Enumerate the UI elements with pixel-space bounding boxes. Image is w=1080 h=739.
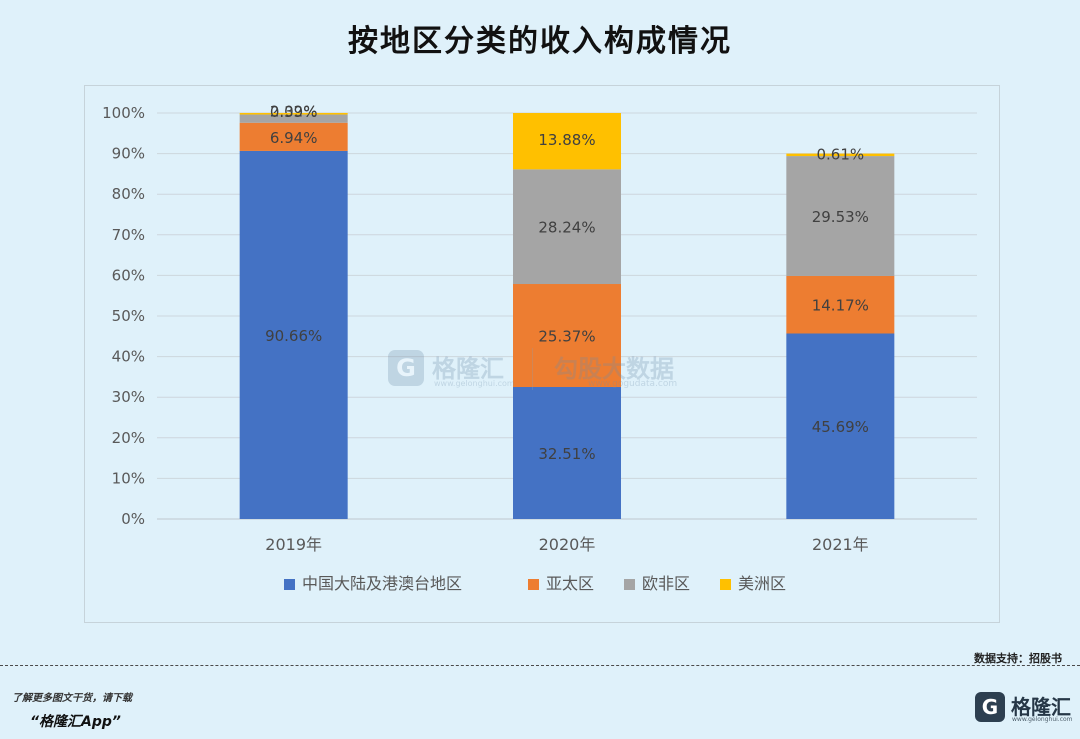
bar-segment	[239, 114, 348, 123]
y-tick-label: 100%	[102, 104, 145, 122]
brand-logo-icon: G	[975, 692, 1005, 722]
data-label: 90.66%	[265, 327, 322, 345]
data-label: 0.61%	[817, 146, 865, 164]
y-tick-label: 70%	[112, 226, 145, 244]
y-tick-label: 80%	[112, 185, 145, 203]
bar-segment	[239, 150, 348, 519]
data-label: 6.94%	[270, 129, 318, 147]
legend-swatch	[720, 579, 731, 590]
y-tick-label: 60%	[112, 266, 145, 284]
x-tick-label: 2020年	[539, 535, 596, 554]
data-label: 13.88%	[538, 131, 595, 149]
legend-label: 中国大陆及港澳台地区	[302, 574, 462, 593]
legend-swatch	[624, 579, 635, 590]
y-tick-label: 40%	[112, 348, 145, 366]
legend-label: 亚太区	[546, 574, 594, 593]
bar-segment	[786, 275, 895, 334]
bar-segment	[786, 153, 895, 157]
data-label: 2.02%	[270, 103, 318, 121]
footer-divider	[0, 665, 1080, 666]
data-label: 14.17%	[812, 297, 869, 315]
legend-swatch	[284, 579, 295, 590]
app-name: “格隆汇App”	[30, 714, 121, 730]
y-tick-label: 30%	[112, 388, 145, 406]
data-label: 25.37%	[538, 328, 595, 346]
source-note: 数据支持：招股书	[974, 652, 1062, 665]
bar-segment	[513, 113, 621, 170]
data-label: 0.39%	[270, 103, 318, 121]
legend-label: 美洲区	[738, 574, 786, 593]
bar-segment	[786, 156, 895, 276]
brand-name: 格隆汇	[1011, 695, 1071, 719]
legend-label: 欧非区	[642, 574, 690, 593]
data-label: 29.53%	[812, 208, 869, 226]
x-tick-label: 2019年	[265, 535, 322, 554]
bar-segment	[786, 333, 895, 519]
y-tick-label: 50%	[112, 307, 145, 325]
brand-site: www.gelonghui.com	[1012, 716, 1073, 723]
download-prompt: 了解更多图文干货，请下载	[12, 693, 132, 704]
x-tick-label: 2021年	[812, 535, 869, 554]
chart-title: 按地区分类的收入构成情况	[348, 24, 732, 59]
data-label: 28.24%	[538, 219, 595, 237]
bar-segment	[513, 169, 621, 285]
y-tick-label: 10%	[112, 469, 145, 487]
y-tick-label: 20%	[112, 429, 145, 447]
chart-frame: 0% 10% 20% 30% 40% 50% 60% 70% 80% 90% 100% 90.66% 6…	[84, 85, 1000, 623]
y-tick-label: 90%	[112, 145, 145, 163]
data-label: 45.69%	[812, 418, 869, 436]
data-label: 32.51%	[538, 445, 595, 463]
bar-segment	[513, 284, 621, 388]
chart-svg: 0% 10% 20% 30% 40% 50% 60% 70% 80% 90% 100% 90.66% 6…	[102, 103, 977, 593]
legend-swatch	[528, 579, 539, 590]
bar-segment	[239, 112, 348, 115]
bar-segment	[513, 387, 621, 519]
y-tick-label: 0%	[121, 510, 145, 528]
bar-segment	[239, 122, 348, 151]
